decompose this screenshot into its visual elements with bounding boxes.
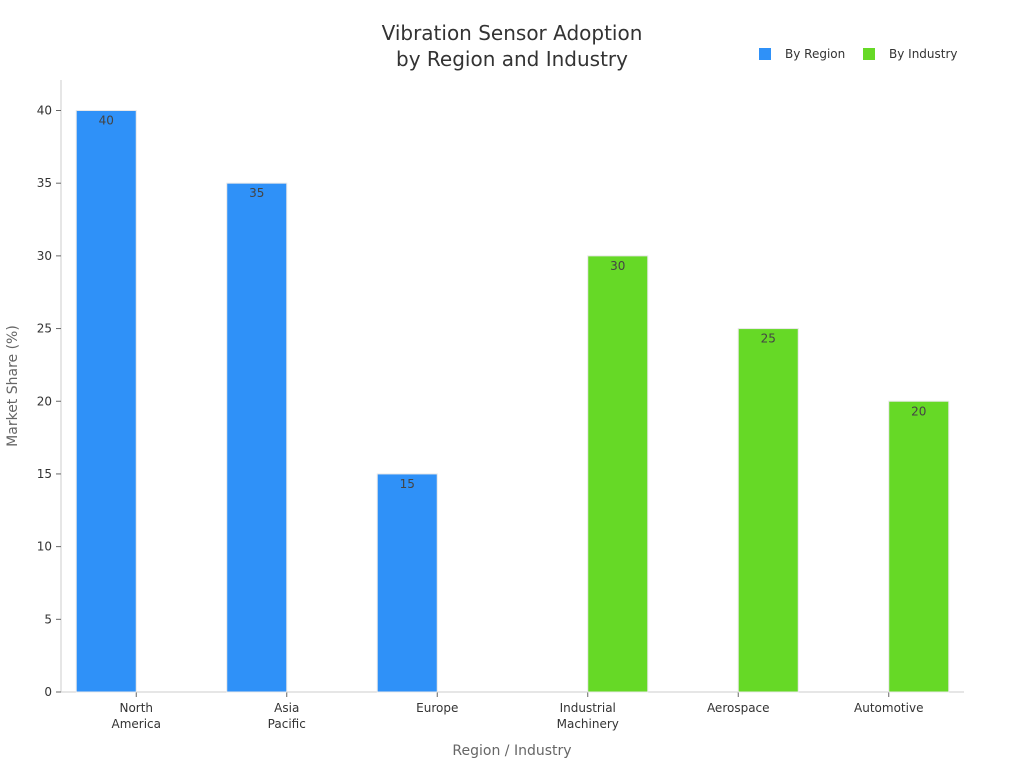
y-tick-label: 15 bbox=[37, 467, 52, 481]
x-tick-label: North America bbox=[112, 701, 162, 731]
y-tick-label: 30 bbox=[37, 249, 52, 263]
y-tick-label: 35 bbox=[37, 176, 52, 190]
chart-title-line-2: by Region and Industry bbox=[396, 47, 628, 71]
x-tick-label: Aerospace bbox=[707, 701, 770, 715]
legend-label-by-region: By Region bbox=[785, 47, 845, 61]
y-axis: 0 5 10 15 20 25 30 35 40 bbox=[37, 80, 62, 699]
bar-value-label: 20 bbox=[911, 404, 926, 418]
legend-swatch-by-region bbox=[759, 48, 771, 60]
bar bbox=[226, 182, 288, 693]
y-axis-title: Market Share (%) bbox=[5, 325, 21, 447]
bar-value-label: 40 bbox=[99, 114, 114, 128]
x-tick-label: Automotive bbox=[854, 701, 923, 715]
chart-title-line-1: Vibration Sensor Adoption bbox=[382, 21, 643, 45]
x-tick-label: Asia Pacific bbox=[268, 701, 306, 731]
y-tick-label: 5 bbox=[44, 612, 52, 626]
bar bbox=[75, 110, 137, 693]
y-tick-label: 25 bbox=[37, 322, 52, 336]
legend-swatch-by-industry bbox=[863, 48, 875, 60]
bars bbox=[75, 110, 950, 693]
x-axis-title: Region / Industry bbox=[452, 743, 571, 759]
chart-title: Vibration Sensor Adoption by Region and … bbox=[382, 21, 643, 71]
y-tick-label: 0 bbox=[44, 685, 52, 699]
bar-value-label: 25 bbox=[761, 332, 776, 346]
legend-label-by-industry: By Industry bbox=[889, 47, 958, 61]
bar bbox=[376, 473, 438, 693]
data-labels: 40 35 15 30 25 20 bbox=[99, 114, 927, 491]
x-axis: North America Asia Pacific Europe Industrial M… bbox=[61, 691, 964, 731]
bar-value-label: 35 bbox=[249, 186, 264, 200]
bar bbox=[888, 400, 950, 693]
bar bbox=[737, 328, 799, 693]
x-tick-label: Europe bbox=[416, 701, 458, 715]
bar bbox=[587, 255, 649, 693]
y-tick-label: 40 bbox=[37, 104, 52, 118]
y-tick-label: 20 bbox=[37, 394, 52, 408]
bar-value-label: 30 bbox=[610, 259, 625, 273]
x-tick-label: Industrial Machinery bbox=[557, 701, 619, 731]
y-tick-label: 10 bbox=[37, 540, 52, 554]
bar-value-label: 15 bbox=[400, 477, 415, 491]
legend: By Region By Industry bbox=[759, 47, 958, 61]
